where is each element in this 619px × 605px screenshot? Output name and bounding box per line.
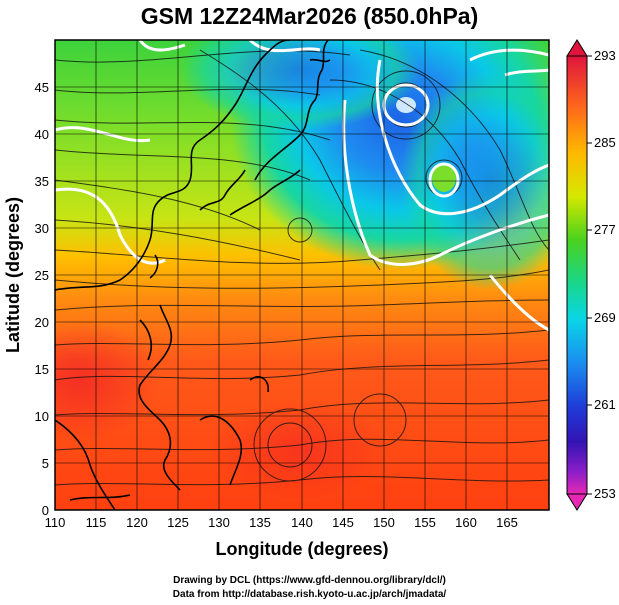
map-frame: [54, 39, 550, 511]
x-tick-135: 135: [249, 515, 271, 530]
y-tick-30: 30: [35, 221, 49, 236]
colorbar-label-253: 253: [594, 486, 616, 501]
colorbar-label-293: 293: [594, 48, 616, 63]
x-tick-110: 110: [45, 515, 66, 530]
x-tick-145: 145: [332, 515, 354, 530]
x-tick-130: 130: [208, 515, 230, 530]
colorbar-label-261: 261: [594, 397, 616, 412]
y-tick-0: 0: [42, 503, 49, 518]
chart-title: GSM 12Z24Mar2026 (850.0hPa): [140, 3, 479, 29]
grid-lines: [55, 40, 549, 510]
y-tick-10: 10: [35, 409, 49, 424]
x-tick-labels: 110 115 120 125 130 135 140 145 150 155 …: [45, 515, 518, 530]
coastlines: [55, 40, 331, 510]
y-tick-25: 25: [35, 268, 49, 283]
colorbar: 293 285 277 269 261 253: [566, 39, 616, 511]
y-tick-5: 5: [42, 456, 49, 471]
x-tick-115: 115: [86, 515, 107, 530]
y-tick-15: 15: [35, 362, 49, 377]
temperature-field: [55, 40, 549, 510]
y-tick-20: 20: [35, 315, 49, 330]
credit-data-source: Data from http://database.rish.kyoto-u.a…: [172, 589, 447, 600]
y-tick-40: 40: [35, 127, 49, 142]
colorbar-label-277: 277: [594, 222, 616, 237]
colorbar-label-285: 285: [594, 135, 616, 150]
x-tick-165: 165: [496, 515, 518, 530]
credit-drawing: Drawing by DCL (https://www.gfd-dennou.o…: [173, 575, 446, 586]
y-tick-35: 35: [35, 174, 49, 189]
x-tick-120: 120: [126, 515, 148, 530]
x-tick-140: 140: [291, 515, 313, 530]
x-tick-155: 155: [414, 515, 436, 530]
colorbar-label-269: 269: [594, 310, 616, 325]
x-tick-150: 150: [373, 515, 395, 530]
y-tick-45: 45: [35, 80, 49, 95]
y-tick-labels: 0 5 10 15 20 25 30 35 40 45: [35, 80, 49, 518]
y-axis-title: Latitude (degrees): [3, 197, 23, 353]
x-tick-125: 125: [167, 515, 189, 530]
x-tick-160: 160: [455, 515, 477, 530]
x-axis-title: Longitude (degrees): [215, 539, 388, 559]
